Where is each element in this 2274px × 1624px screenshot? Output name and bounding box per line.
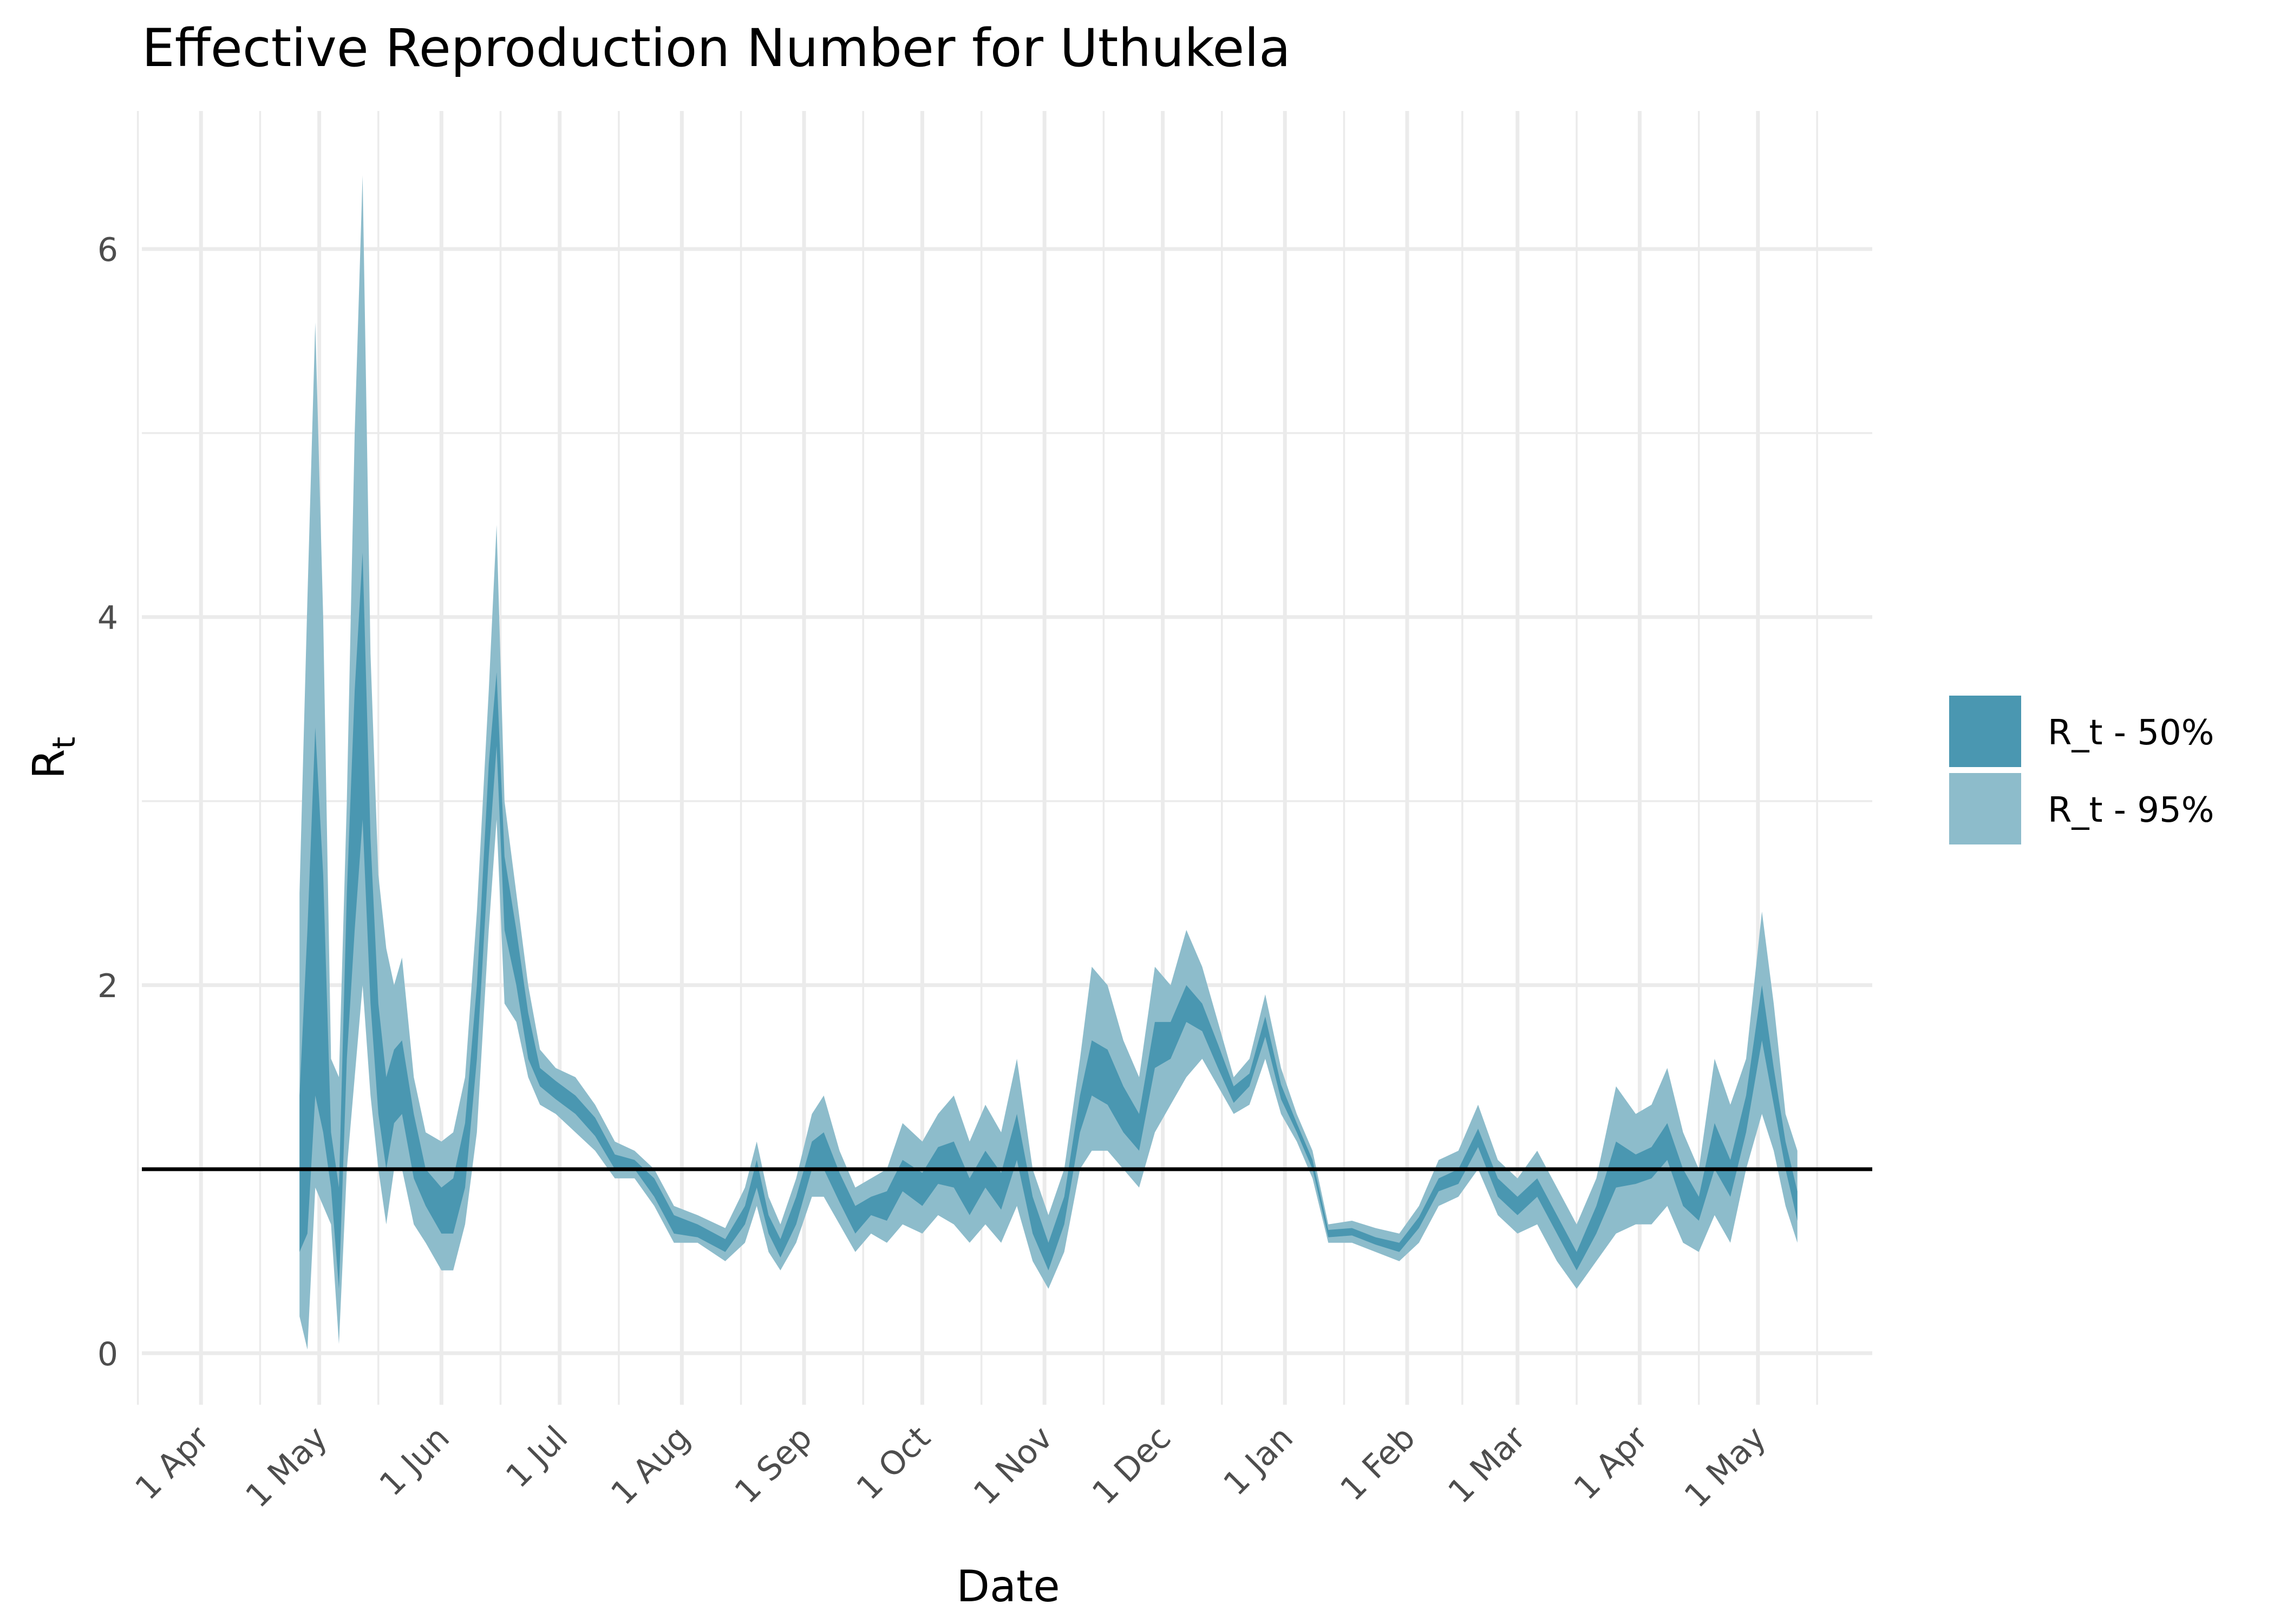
legend: R_t - 50% R_t - 95%: [1949, 696, 2214, 844]
y-tick-label: 2: [97, 967, 118, 1005]
x-tick-label: 1 Dec: [1085, 1419, 1178, 1512]
y-tick-label: 0: [97, 1335, 118, 1373]
y-axis-title: Rt: [24, 737, 82, 779]
legend-label-rt-95: R_t - 95%: [2048, 790, 2214, 830]
svg-text:Rt: Rt: [24, 737, 82, 779]
x-tick-label: 1 Jul: [499, 1419, 575, 1495]
legend-key-rt-95: [1949, 773, 2021, 844]
x-tick-label: 1 Sep: [728, 1419, 820, 1511]
y-axis-title-main: R: [24, 749, 74, 780]
x-tick-label: 1 Feb: [1333, 1419, 1422, 1508]
x-tick-label: 1 May: [1677, 1419, 1774, 1515]
y-tick-label: 6: [97, 231, 118, 269]
x-tick-label: 1 Jan: [1217, 1419, 1301, 1503]
y-tick-label: 4: [97, 599, 118, 637]
grid-major-lines: [142, 111, 1872, 1405]
legend-label-rt-50: R_t - 50%: [2048, 713, 2214, 753]
x-axis-ticks: 1 Apr 1 May 1 Jun 1 Jul 1 Aug 1 Sep 1 Oct 1 Nov…: [128, 1419, 1773, 1515]
band-r-t-50: [299, 552, 1798, 1289]
x-tick-label: 1 Jun: [373, 1419, 457, 1503]
x-tick-label: 1 Apr: [128, 1419, 217, 1508]
x-tick-label: 1 Nov: [966, 1419, 1060, 1512]
x-tick-label: 1 Oct: [850, 1419, 938, 1507]
legend-key-rt-50: [1949, 696, 2021, 767]
x-tick-label: 1 Aug: [604, 1419, 697, 1512]
y-axis-title-subscript: t: [45, 737, 82, 749]
credible-interval-bands: [299, 175, 1798, 1350]
y-axis-ticks: 0 2 4 6: [97, 231, 118, 1373]
x-tick-label: 1 May: [239, 1419, 335, 1515]
x-axis-title: Date: [956, 1561, 1060, 1612]
band-r-t-95: [299, 175, 1798, 1350]
x-tick-label: 1 Apr: [1567, 1419, 1656, 1508]
chart-title: Effective Reproduction Number for Uthuke…: [142, 18, 1291, 78]
x-tick-label: 1 Mar: [1441, 1419, 1533, 1511]
